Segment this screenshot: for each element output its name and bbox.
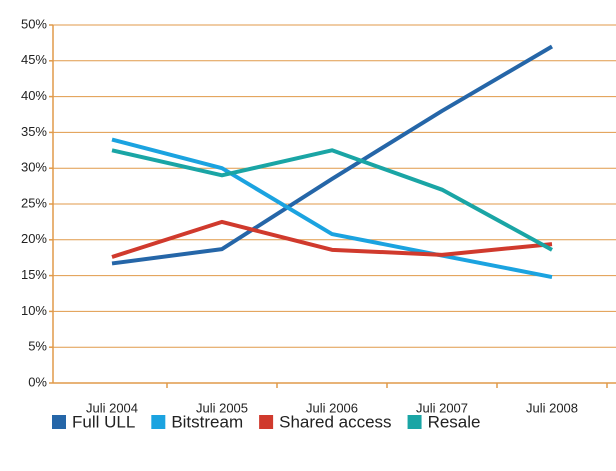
legend-swatch <box>259 415 274 429</box>
x-tick-label: Juli 2005 <box>196 400 248 415</box>
y-tick-label: 5% <box>28 339 47 354</box>
legend-swatch <box>407 415 422 429</box>
y-tick-label: 0% <box>28 374 47 389</box>
y-tick-label: 30% <box>21 160 47 175</box>
y-tick-label: 35% <box>21 124 47 139</box>
series-line <box>111 44 554 266</box>
y-tick-label: 50% <box>21 16 47 31</box>
x-tick-label: Juli 2004 <box>86 400 138 415</box>
x-tick-label: Juli 2007 <box>416 400 468 415</box>
y-tick-label: 25% <box>21 195 47 210</box>
legend-swatch <box>151 415 166 429</box>
legend-label: Shared access <box>279 412 391 431</box>
legend-label: Bitstream <box>171 412 243 431</box>
y-tick-label: 10% <box>21 303 47 318</box>
series-line <box>111 137 553 279</box>
y-tick-label: 20% <box>21 231 47 246</box>
y-tick-label: 15% <box>21 267 47 282</box>
x-tick-label: Juli 2006 <box>306 400 358 415</box>
x-tick-label: Juli 2008 <box>526 400 578 415</box>
y-tick-label: 45% <box>21 52 47 67</box>
legend: Full ULL Bitstream Shared access Resale <box>52 412 480 431</box>
series-line <box>111 219 553 259</box>
y-tick-label: 40% <box>21 88 47 103</box>
legend-swatch <box>52 415 66 429</box>
legend-label: Full ULL <box>72 412 135 431</box>
series-line <box>111 148 553 252</box>
legend-label: Resale <box>428 412 481 431</box>
